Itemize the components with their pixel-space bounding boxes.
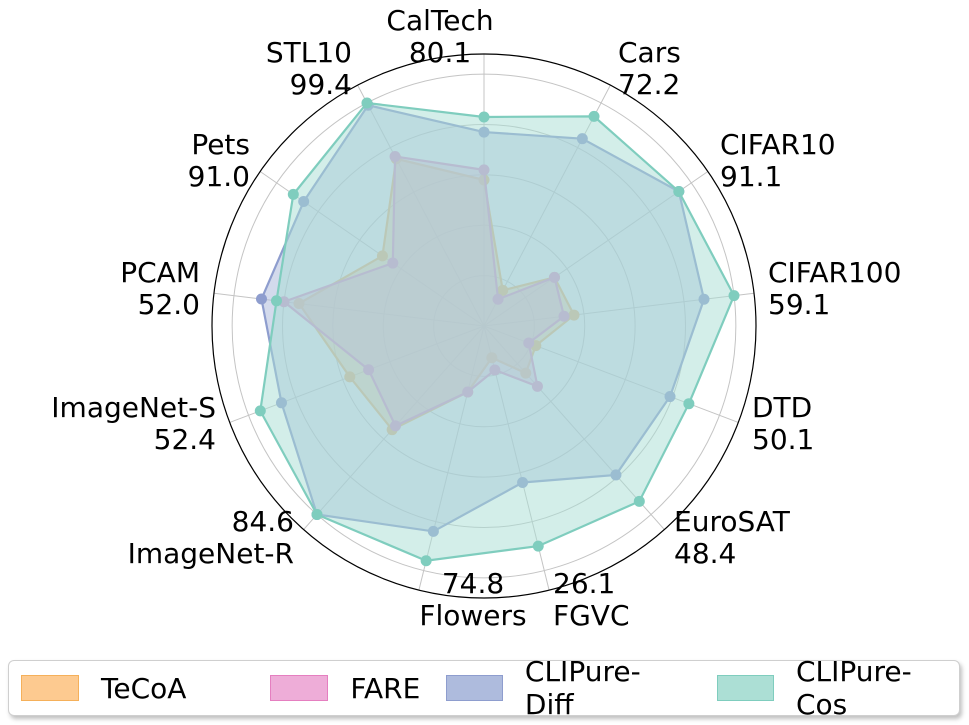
point-clipure-cos-cifar100 [728,290,740,302]
legend-item-fare: FARE [270,672,420,705]
axis-value-cars: 72.2 [618,68,680,101]
point-clipure-cos-imagenet-s [254,405,266,417]
point-clipure-cos-stl10 [361,97,373,109]
axis-name-cars: Cars [618,36,681,69]
axis-value-imagenet-s: 52.4 [154,423,216,456]
axis-label-cifar100: CIFAR100 59.1 [768,256,901,321]
axis-label-imagenet-r: 84.6 ImageNet-R [128,505,294,570]
axis-label-dtd: DTD 50.1 [752,391,814,456]
axis-name-dtd: DTD [752,391,812,424]
point-clipure-cos-dtd [683,398,695,410]
axis-name-cifar10: CIFAR10 [720,128,836,161]
axis-value-pets: 91.0 [188,160,250,193]
legend-label-clipure-diff: CLIPure-Diff [524,655,641,721]
axis-value-imagenet-r: 84.6 [232,505,294,538]
axis-label-cifar10: CIFAR10 91.1 [720,128,836,193]
radar-chart: CalTech 80.1 Cars 72.2 CIFAR10 91.1 CIFAR100 59… [51,4,901,632]
point-clipure-diff-pcam [255,293,267,305]
point-clipure-cos-fgvc [532,540,544,552]
legend-swatch-fare [270,675,329,701]
point-clipure-cos-cifar10 [673,186,685,198]
axis-label-pets: Pets 91.0 [188,128,250,193]
point-clipure-cos-flowers [420,555,432,567]
axis-name-flowers: Flowers [419,599,526,632]
legend-swatch-tecoa [21,675,79,701]
axis-name-imagenet-r: ImageNet-R [128,537,294,570]
legend-label-tecoa: TeCoA [101,671,187,705]
point-clipure-cos-pcam [270,295,282,307]
axis-name-stl10: STL10 [266,36,352,69]
axis-value-dtd: 50.1 [752,423,814,456]
axis-value-caltech: 80.1 [409,36,471,69]
axis-value-cifar100: 59.1 [768,288,830,321]
axis-label-fgvc: 26.1 FGVC [553,567,630,632]
point-clipure-cos-eurosat [633,495,645,507]
axis-label-pcam: PCAM 52.0 [120,256,200,321]
point-clipure-cos-pets [287,188,299,200]
axis-name-pets: Pets [191,128,250,161]
legend-item-clipure-cos: CLIPure-Cos [717,655,959,721]
axis-value-flowers: 74.8 [442,567,504,600]
axis-label-eurosat: EuroSAT 48.4 [674,505,791,570]
legend: TeCoA FARE CLIPure-Diff CLIPure-Cos [8,655,960,721]
point-clipure-cos-imagenet-r [311,509,323,521]
axis-name-caltech: CalTech [386,4,493,37]
axis-label-caltech: CalTech 80.1 [386,4,493,69]
axis-label-cars: Cars 72.2 [618,36,681,101]
axis-value-cifar10: 91.1 [720,160,782,193]
axis-name-fgvc: FGVC [553,599,630,632]
axis-name-imagenet-s: ImageNet-S [51,391,216,424]
radar-series [254,97,740,567]
point-clipure-cos-cars [588,110,600,122]
axis-value-eurosat: 48.4 [674,537,736,570]
axis-label-imagenet-s: ImageNet-S 52.4 [51,391,216,456]
axis-name-cifar100: CIFAR100 [768,256,901,289]
axis-label-stl10: STL10 99.4 [266,36,352,101]
legend-label-fare: FARE [350,671,421,705]
outer-frame [211,53,757,599]
legend-label-clipure-cos: CLIPure-Cos [795,655,912,721]
area-clipure-cos [259,101,736,562]
legend-item-clipure-diff: CLIPure-Diff [446,655,685,721]
axis-name-eurosat: EuroSAT [674,505,791,538]
axis-labels: CalTech 80.1 Cars 72.2 CIFAR10 91.1 CIFAR100 59… [51,4,901,632]
series-clipure-cos [254,97,740,567]
legend-item-tecoa: TeCoA [21,672,186,705]
axis-value-fgvc: 26.1 [553,567,615,600]
legend-swatch-clipure-cos [717,675,774,701]
legend-swatch-clipure-diff [446,675,503,701]
axis-name-pcam: PCAM [120,256,200,289]
axis-value-pcam: 52.0 [138,288,200,321]
axis-value-stl10: 99.4 [290,68,352,101]
axis-label-flowers: 74.8 Flowers [419,567,526,632]
point-clipure-cos-caltech [478,111,490,123]
